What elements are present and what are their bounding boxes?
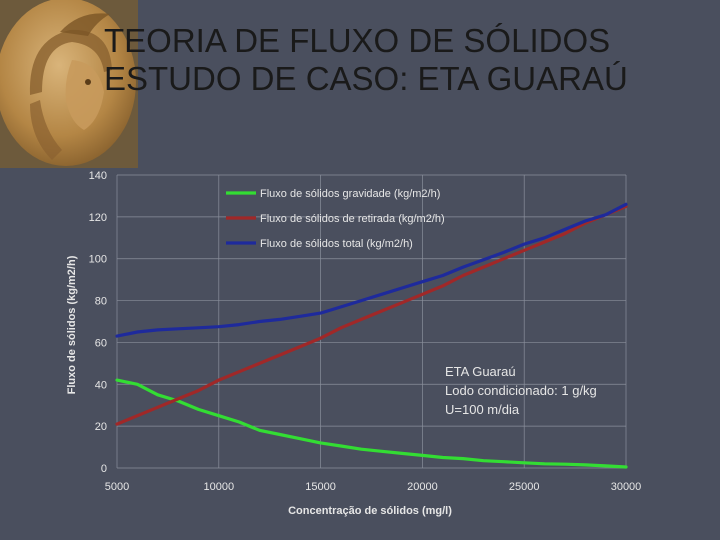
grid xyxy=(116,174,627,469)
x-tick-label: 20000 xyxy=(407,481,438,493)
y-tick-label: 0 xyxy=(101,463,107,475)
x-tick-label: 15000 xyxy=(305,481,336,493)
annotation-line: ETA Guaraú xyxy=(445,364,516,379)
x-tick-label: 25000 xyxy=(509,481,540,493)
series-line-1 xyxy=(115,378,628,469)
annotation-box: ETA Guaraú Lodo condicionado: 1 g/kg U=100… xyxy=(445,364,597,417)
legend-label: Fluxo de sólidos de retirada (kg/m2/h) xyxy=(260,213,445,225)
title-line-1: TEORIA DE FLUXO DE SÓLIDOS xyxy=(104,22,611,59)
y-tick-label: 20 xyxy=(95,421,107,433)
x-tick-label: 10000 xyxy=(204,481,235,493)
annotation-line: U=100 m/dia xyxy=(445,402,520,417)
legend-label: Fluxo de sólidos gravidade (kg/m2/h) xyxy=(260,188,440,200)
roman-helmet-logo xyxy=(0,0,138,168)
y-tick-label: 80 xyxy=(95,296,107,308)
y-tick-label: 100 xyxy=(89,254,107,266)
y-tick-label: 60 xyxy=(95,337,107,349)
legend: Fluxo de sólidos gravidade (kg/m2/h) Flux… xyxy=(226,188,445,250)
series-line-3 xyxy=(115,202,628,338)
x-tick-label: 5000 xyxy=(105,481,129,493)
series-line-2 xyxy=(115,204,628,426)
y-tick-label: 120 xyxy=(89,212,107,224)
y-axis-label: Fluxo de sólidos (kg/m2/h) xyxy=(66,255,78,394)
slide-title: TEORIA DE FLUXO DE SÓLIDOS ESTUDO DE CAS… xyxy=(104,22,664,98)
x-tick-label: 30000 xyxy=(611,481,642,493)
y-tick-label: 40 xyxy=(95,379,107,391)
annotation-line: Lodo condicionado: 1 g/kg xyxy=(445,383,597,398)
y-tick-label: 140 xyxy=(89,170,107,182)
series-lines xyxy=(115,202,628,469)
x-axis-label: Concentração de sólidos (mg/l) xyxy=(288,505,452,517)
title-line-2: ESTUDO DE CASO: ETA GUARAÚ xyxy=(104,60,628,97)
tick-labels: 0 20 40 60 80 100 120 140 5000 10000 15000 20000 250… xyxy=(89,170,642,493)
legend-label: Fluxo de sólidos total (kg/m2/h) xyxy=(260,238,413,250)
